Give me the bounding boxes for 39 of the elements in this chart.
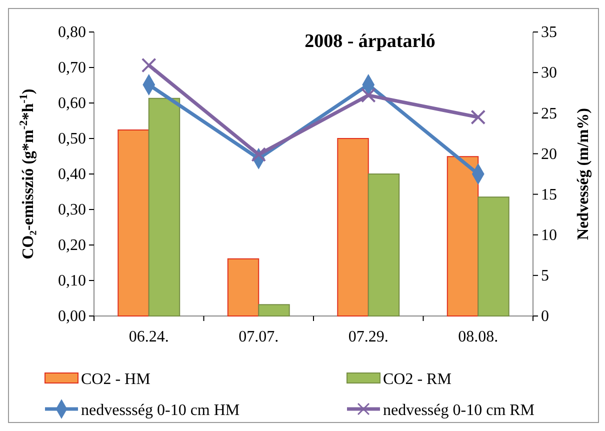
y2-tick-label: 25 — [541, 105, 557, 122]
legend-label: CO2 - RM — [383, 371, 452, 388]
bar — [118, 129, 150, 316]
bar — [148, 98, 180, 316]
y2-axis-title: Nedvesség (m/m%) — [575, 108, 592, 240]
y2-tick-label: 0 — [541, 308, 549, 326]
legend-label: nedvessség 0-10 cm HM — [81, 402, 240, 419]
y2-tick-label: 20 — [541, 146, 557, 163]
y2-tick-label: 5 — [541, 268, 549, 285]
point — [141, 58, 156, 73]
y-tick-label: 0,20 — [58, 237, 86, 254]
y-tick-label: 0,30 — [58, 202, 86, 219]
point — [360, 88, 376, 103]
x-tick-label: 07.07. — [238, 328, 279, 346]
legend-label: nedvesség 0-10 cm RM — [383, 402, 535, 419]
bar — [478, 196, 510, 316]
y-tick-label: 0,10 — [58, 272, 86, 290]
bar — [446, 156, 479, 316]
y2-tick-label: 35 — [541, 24, 557, 42]
x-tick-label: 07.29. — [348, 328, 388, 346]
point — [251, 147, 266, 162]
y-tick-label: 0,40 — [58, 166, 86, 184]
y2-tick-label: 15 — [541, 186, 557, 204]
y2-tick-label: 10 — [541, 226, 557, 244]
bar — [337, 138, 369, 316]
x-tick-label: 08.08. — [458, 328, 498, 346]
point — [470, 110, 486, 125]
y-tick-label: 0,50 — [58, 130, 86, 148]
y-tick-label: 0,00 — [58, 308, 86, 326]
y-tick-label: 0,60 — [58, 95, 86, 112]
y2-tick-label: 30 — [541, 64, 557, 82]
x-tick-label: 06.24. — [128, 328, 169, 346]
bar — [258, 304, 290, 316]
chart-title: 2008 - árpatarló — [304, 31, 436, 52]
y-tick-label: 0,70 — [58, 60, 86, 77]
bar — [227, 258, 260, 316]
bar — [368, 174, 400, 316]
legend-label: CO2 - HM — [81, 371, 150, 388]
y-tick-label: 0,80 — [58, 24, 86, 42]
